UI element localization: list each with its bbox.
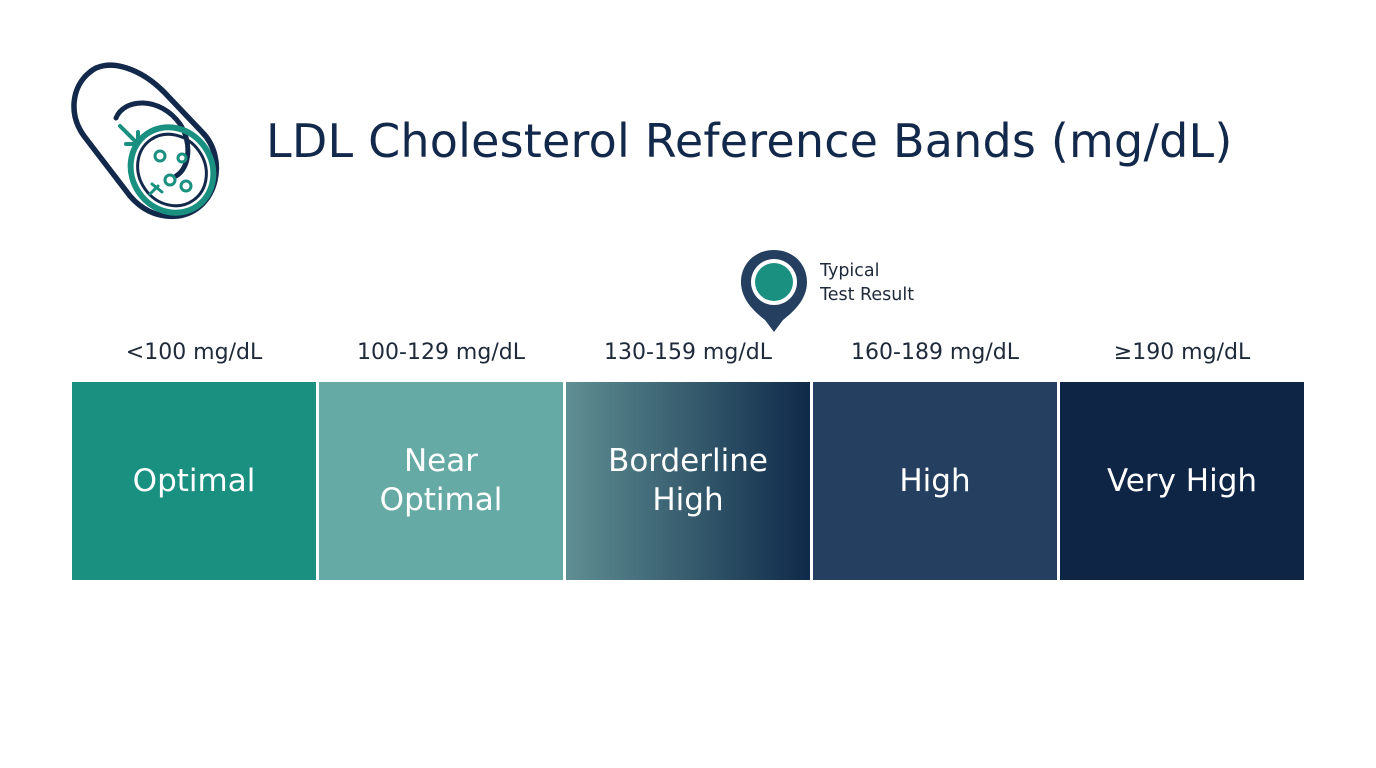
marker-label-line2: Test Result [820,285,915,305]
range-label: 100-129 mg/dL [357,340,525,365]
band-optimal: Optimal [72,382,316,580]
range-labels: <100 mg/dL 100-129 mg/dL 130-159 mg/dL 1… [72,340,1304,374]
band-high: High [813,382,1057,580]
marker-label: Typical Test Result [820,259,914,307]
band-label-line1: Very High [1106,462,1258,499]
band-borderline-high: Borderline High [566,382,810,580]
band-label: Optimal [84,462,304,501]
range-label: 160-189 mg/dL [851,340,1019,365]
band-label: Borderline High [578,442,798,520]
band-label: Very High [1072,462,1292,501]
band-label: High [825,462,1045,501]
band-label-line1: High [899,462,971,499]
marker-label-line1: Typical [820,261,880,281]
band-label-line1: Optimal [132,462,256,499]
map-pin-icon [741,250,807,332]
band-very-high: Very High [1060,382,1304,580]
range-label: 130-159 mg/dL [604,340,772,365]
band-near-optimal: Near Optimal [319,382,563,580]
range-label: ≥190 mg/dL [1113,340,1251,365]
band-label-line1: Borderline [608,443,768,479]
page-title: LDL Cholesterol Reference Bands (mg/dL) [266,114,1233,168]
band-label-line2: High [652,482,724,518]
band-label-line1: Near [403,443,478,479]
cholesterol-vessel-icon [71,62,219,220]
band-label-line2: Optimal [379,482,503,518]
range-label: <100 mg/dL [125,340,263,365]
band-label: Near Optimal [331,442,551,520]
reference-bands: Optimal Near Optimal Borderline High Hig… [72,382,1304,580]
